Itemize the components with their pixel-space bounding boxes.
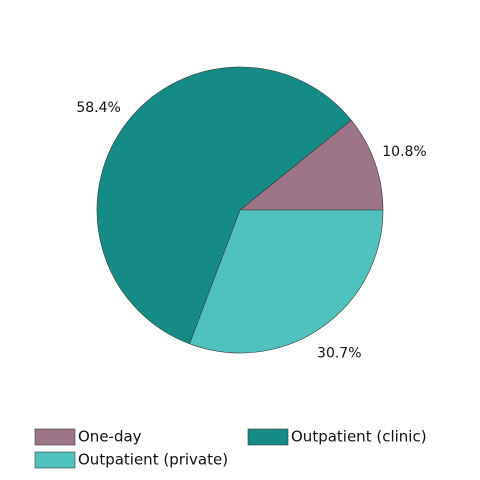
legend-swatch xyxy=(247,428,289,446)
data-label: 58.4% xyxy=(76,100,120,116)
data-label: 30.7% xyxy=(317,345,361,361)
pie-slice xyxy=(189,209,384,354)
legend-label: Outpatient (private) xyxy=(78,451,228,469)
data-label: 10.8% xyxy=(382,144,426,160)
pie-slice xyxy=(239,119,384,211)
legend-swatch xyxy=(34,451,76,469)
pie-slice xyxy=(96,66,352,345)
legend-swatch xyxy=(34,428,76,446)
legend-label: Outpatient (clinic) xyxy=(291,428,427,446)
legend-label: One-day xyxy=(78,428,142,446)
